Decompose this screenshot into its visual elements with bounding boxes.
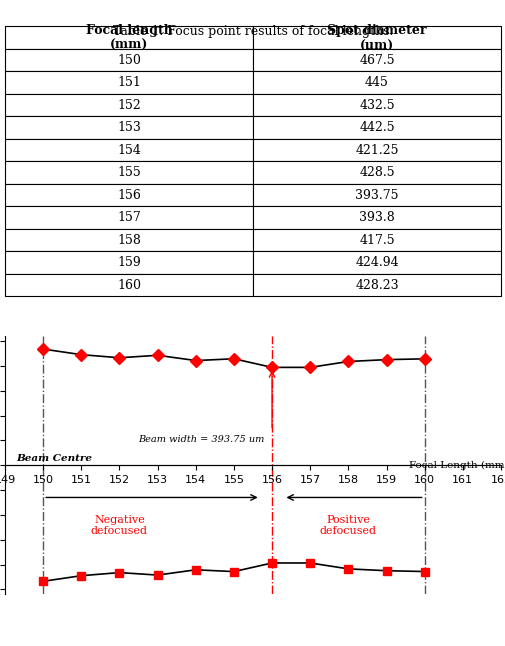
Text: Table 1. Focus point results of focal lengths.: Table 1. Focus point results of focal le…	[113, 25, 392, 38]
Text: Beam Centre: Beam Centre	[17, 453, 92, 463]
Text: Beam width = 393.75 um: Beam width = 393.75 um	[138, 435, 265, 444]
Text: Positive
defocused: Positive defocused	[319, 515, 376, 536]
Text: Focal Length (mm): Focal Length (mm)	[408, 461, 505, 470]
Text: Negative
defocused: Negative defocused	[91, 515, 147, 536]
